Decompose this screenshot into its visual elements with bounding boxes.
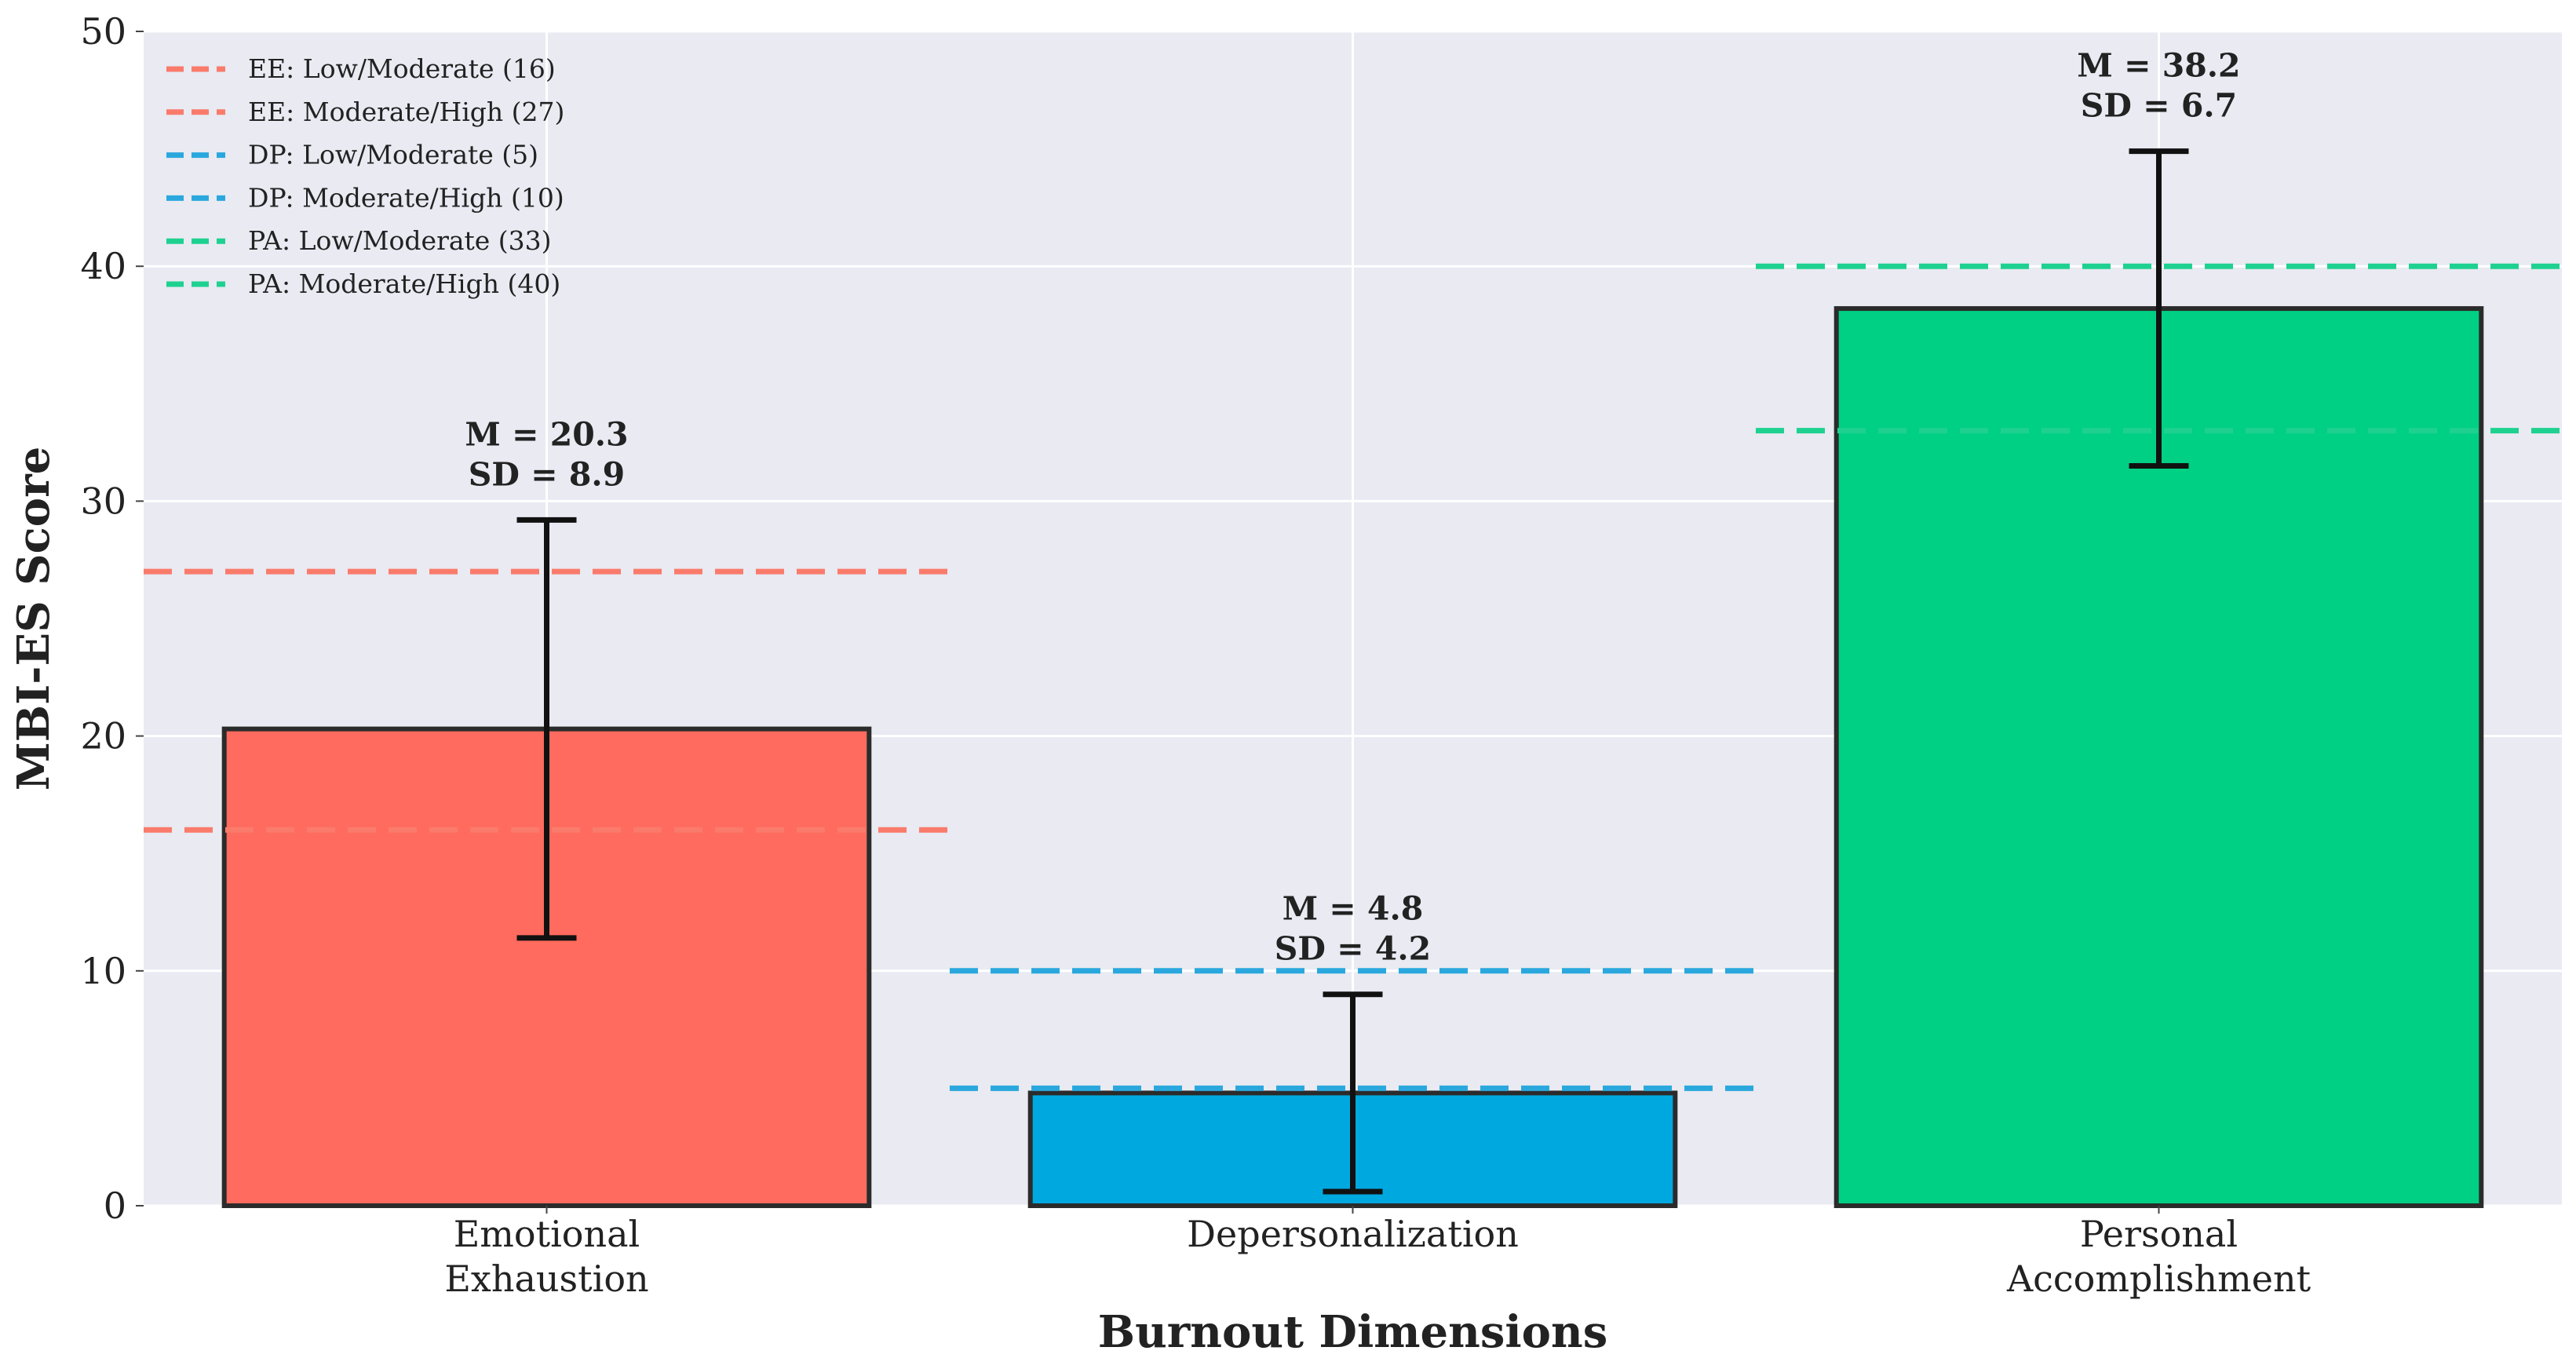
legend-label: PA: Moderate/High (40) bbox=[248, 268, 560, 299]
x-tick-label: Exhaustion bbox=[444, 1258, 648, 1300]
y-tick-label: 50 bbox=[80, 10, 126, 53]
mean-label: M = 4.8 bbox=[1283, 890, 1424, 928]
y-tick-label: 30 bbox=[80, 480, 126, 522]
y-axis-title: MBI-ES Score bbox=[8, 447, 60, 790]
legend: EE: Low/Moderate (16) EE: Moderate/High (… bbox=[166, 53, 564, 299]
error-bars bbox=[516, 148, 2189, 1195]
legend-label: DP: Moderate/High (10) bbox=[248, 182, 564, 213]
sd-label: SD = 6.7 bbox=[2081, 87, 2237, 125]
x-tick-label: Depersonalization bbox=[1187, 1213, 1519, 1255]
y-tick-label: 20 bbox=[80, 715, 126, 758]
y-tick-label: 0 bbox=[104, 1185, 126, 1227]
x-tick-label: Emotional bbox=[454, 1213, 640, 1255]
y-tick-label: 10 bbox=[80, 950, 126, 992]
legend-label: EE: Low/Moderate (16) bbox=[248, 53, 556, 84]
reference-lines bbox=[144, 263, 2562, 1091]
sd-label: SD = 4.2 bbox=[1275, 930, 1431, 968]
mean-label: M = 38.2 bbox=[2077, 47, 2240, 85]
legend-label: PA: Low/Moderate (33) bbox=[248, 225, 552, 256]
y-axis-ticks: 0 10 20 30 40 50 bbox=[80, 10, 144, 1227]
x-tick-label: Accomplishment bbox=[2006, 1258, 2311, 1300]
x-tick-label: Personal bbox=[2080, 1213, 2238, 1255]
annotations: M = 20.3SD = 8.9 M = 4.8SD = 4.2 M = 38.2S… bbox=[465, 47, 2240, 968]
legend-label: EE: Moderate/High (27) bbox=[248, 97, 564, 127]
x-axis-title: Burnout Dimensions bbox=[1098, 1306, 1608, 1358]
mean-label: M = 20.3 bbox=[465, 415, 628, 453]
legend-label: DP: Low/Moderate (5) bbox=[248, 140, 538, 170]
sd-label: SD = 8.9 bbox=[469, 455, 625, 493]
y-tick-label: 40 bbox=[80, 245, 126, 287]
